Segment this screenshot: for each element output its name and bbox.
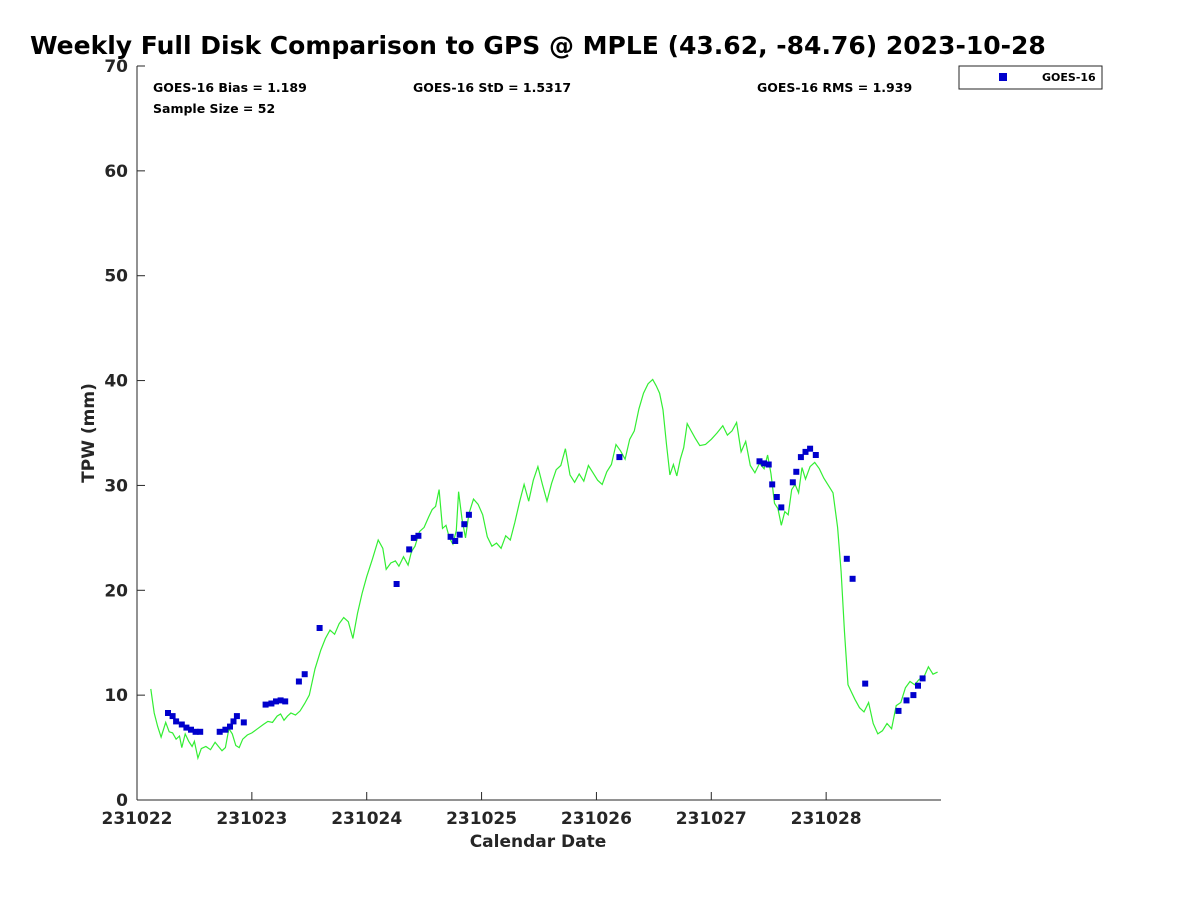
gps-series-line	[150, 378, 938, 761]
stat-sample-size: Sample Size = 52	[153, 101, 275, 116]
goes16-point	[233, 713, 240, 720]
goes16-point	[802, 448, 809, 455]
goes16-point	[316, 625, 323, 631]
goes16-point	[406, 546, 413, 553]
goes16-point	[789, 479, 796, 486]
goes16-point	[461, 521, 468, 528]
plot-area	[150, 378, 938, 761]
goes16-point	[268, 700, 275, 707]
goes16-point	[178, 721, 185, 728]
goes16-point	[862, 680, 869, 687]
stat-rms: GOES-16 RMS = 1.939	[757, 80, 912, 95]
legend-box	[958, 65, 1103, 90]
goes16-point	[188, 726, 194, 733]
goes16-point	[415, 532, 422, 539]
goes16-point	[895, 707, 902, 714]
goes16-point	[765, 461, 772, 468]
goes16-point	[910, 692, 917, 699]
goes16-points	[165, 445, 926, 735]
goes16-point	[295, 678, 302, 685]
y-tick-label: 50	[104, 267, 128, 287]
x-tick-label: 231025	[446, 809, 517, 829]
goes16-point	[410, 534, 417, 541]
x-tick-label: 231027	[676, 809, 747, 829]
goes16-point	[169, 713, 176, 720]
goes16-point	[769, 481, 776, 488]
legend-marker	[999, 73, 1007, 81]
goes16-point	[812, 452, 819, 458]
stat-bias: GOES-16 Bias = 1.189	[153, 80, 307, 95]
y-tick-label: 40	[104, 372, 128, 392]
goes16-point	[807, 445, 814, 452]
goes16-point	[273, 698, 279, 705]
goes16-point	[452, 538, 459, 544]
goes16-point	[915, 682, 921, 689]
goes16-point	[843, 555, 850, 562]
goes16-point	[301, 671, 308, 678]
x-tick-label: 231022	[102, 809, 173, 829]
x-tick-label: 231026	[561, 809, 632, 829]
goes16-point	[262, 701, 269, 708]
goes16-point	[192, 728, 199, 735]
y-axis-label: TPW (mm)	[79, 383, 99, 483]
goes16-point	[919, 675, 926, 682]
goes16-point	[773, 494, 780, 500]
goes16-point	[456, 531, 463, 538]
goes16-point	[183, 724, 190, 731]
goes16-point	[240, 719, 247, 726]
y-tick-label: 10	[104, 686, 128, 706]
x-tick-label: 231024	[331, 809, 402, 829]
stat-std: GOES-16 StD = 1.5317	[413, 80, 571, 95]
x-tick-label: 231028	[791, 809, 862, 829]
y-tick-label: 60	[104, 162, 128, 182]
goes16-point	[393, 581, 400, 587]
y-tick-label: 0	[116, 791, 128, 811]
goes16-point	[216, 728, 223, 735]
legend: GOES-16	[958, 65, 1103, 90]
goes16-point	[903, 697, 910, 704]
x-axis-label: Calendar Date	[470, 832, 607, 852]
goes16-point	[761, 460, 768, 467]
goes16-point	[778, 504, 785, 511]
goes16-point	[173, 718, 180, 725]
chart-title: Weekly Full Disk Comparison to GPS @ MPL…	[30, 31, 1046, 60]
goes16-point	[230, 718, 237, 725]
legend-label: GOES-16	[1042, 71, 1096, 84]
goes16-point	[797, 454, 804, 461]
axes: 231022 231023 231024 231025 231026 231027 2310…	[102, 57, 941, 829]
goes16-point	[165, 710, 171, 716]
goes16-point	[447, 533, 454, 540]
y-axis-ticks: 0 10 20 30 40 50 60 70	[104, 57, 145, 811]
y-tick-label: 30	[104, 476, 128, 496]
y-tick-label: 20	[104, 581, 128, 601]
stats-panel: GOES-16 Bias = 1.189 GOES-16 StD = 1.531…	[153, 80, 912, 116]
goes16-point	[793, 468, 800, 475]
goes16-point	[197, 728, 204, 735]
x-axis-ticks: 231022 231023 231024 231025 231026 231027 2310…	[102, 792, 862, 829]
y-tick-label: 70	[104, 57, 128, 77]
goes16-point	[616, 454, 623, 461]
goes16-point	[849, 575, 856, 582]
goes16-point	[282, 698, 289, 705]
x-tick-label: 231023	[216, 809, 287, 829]
goes16-point	[756, 458, 763, 465]
goes16-point	[227, 723, 233, 730]
goes16-point	[222, 726, 229, 733]
goes16-point	[277, 697, 284, 704]
goes16-point	[465, 511, 472, 518]
